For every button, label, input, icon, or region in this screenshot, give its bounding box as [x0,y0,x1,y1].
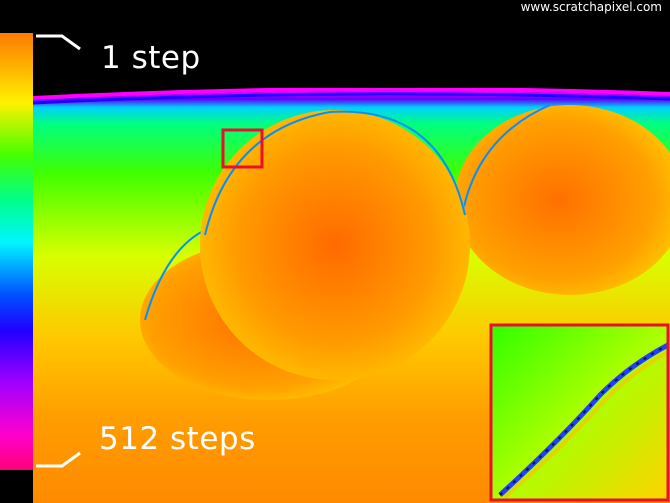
colorbar-top-label: 1 step [101,40,201,76]
colorbar-bottom-label: 512 steps [99,421,256,457]
colorbar [0,33,33,470]
bottom-tick-marker [36,451,81,468]
watermark-text: www.scratchapixel.com [520,0,662,14]
zoom-inset [489,323,670,502]
top-tick-marker [36,34,81,51]
